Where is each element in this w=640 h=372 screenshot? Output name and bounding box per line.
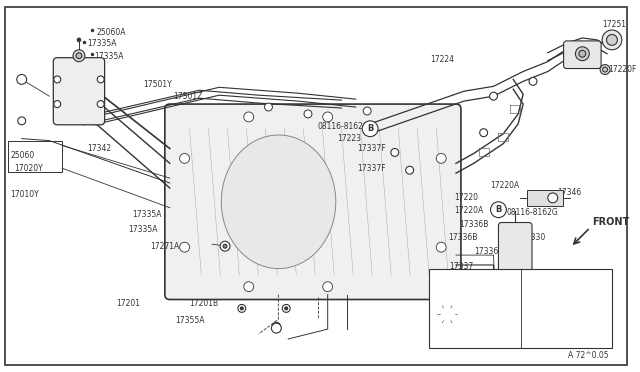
Circle shape xyxy=(77,38,81,42)
Text: 17501Y: 17501Y xyxy=(143,80,172,89)
Text: 17322: 17322 xyxy=(484,294,508,303)
Circle shape xyxy=(579,50,586,57)
Circle shape xyxy=(223,244,227,248)
FancyBboxPatch shape xyxy=(165,104,461,299)
Bar xyxy=(8,141,62,172)
Text: 17201B: 17201B xyxy=(189,299,219,308)
Text: 17336B: 17336B xyxy=(474,247,503,256)
Text: 17271A: 17271A xyxy=(150,242,179,251)
Text: 17010Y: 17010Y xyxy=(10,190,38,199)
Text: B: B xyxy=(495,205,502,214)
Circle shape xyxy=(436,153,446,163)
Text: 17336B: 17336B xyxy=(462,276,492,285)
Text: 17220A: 17220A xyxy=(490,180,520,189)
Circle shape xyxy=(406,166,413,174)
Text: 17020Y: 17020Y xyxy=(14,164,43,173)
Circle shape xyxy=(535,311,541,317)
Text: (FROM MAY,'87): (FROM MAY,'87) xyxy=(437,279,493,286)
Text: 17220: 17220 xyxy=(454,193,478,202)
Text: 17335A: 17335A xyxy=(132,210,162,219)
Text: 17335A: 17335A xyxy=(128,225,158,234)
Text: B: B xyxy=(367,124,373,133)
Circle shape xyxy=(180,242,189,252)
Circle shape xyxy=(273,322,280,330)
FancyBboxPatch shape xyxy=(53,58,104,125)
Circle shape xyxy=(17,74,27,84)
FancyBboxPatch shape xyxy=(499,222,532,272)
Circle shape xyxy=(490,202,506,218)
Text: 08116-8162G: 08116-8162G xyxy=(318,122,369,131)
Circle shape xyxy=(220,241,230,251)
Text: 17223: 17223 xyxy=(337,134,362,143)
Circle shape xyxy=(548,193,557,203)
Circle shape xyxy=(76,53,82,59)
Circle shape xyxy=(603,67,607,72)
Circle shape xyxy=(436,242,446,252)
Circle shape xyxy=(244,282,253,292)
Text: 17220F: 17220F xyxy=(608,65,636,74)
Circle shape xyxy=(575,47,589,61)
Circle shape xyxy=(241,307,243,310)
Text: 17224: 17224 xyxy=(430,55,454,64)
Circle shape xyxy=(54,76,61,83)
Circle shape xyxy=(54,100,61,108)
Text: 17346: 17346 xyxy=(557,188,582,198)
Text: 25060A: 25060A xyxy=(97,28,126,36)
Circle shape xyxy=(304,110,312,118)
Circle shape xyxy=(275,325,278,328)
Circle shape xyxy=(529,77,537,85)
Circle shape xyxy=(180,153,189,163)
Text: 17342: 17342 xyxy=(87,144,111,153)
Circle shape xyxy=(271,323,282,333)
Text: 17337F: 17337F xyxy=(357,144,386,153)
Circle shape xyxy=(244,112,253,122)
Circle shape xyxy=(600,65,610,74)
Circle shape xyxy=(490,92,497,100)
Text: 17201: 17201 xyxy=(116,299,140,308)
Text: 17220A: 17220A xyxy=(454,206,483,215)
Circle shape xyxy=(602,30,622,50)
Circle shape xyxy=(531,307,545,321)
Circle shape xyxy=(264,103,273,111)
Circle shape xyxy=(607,35,618,45)
Text: A 72^0.05: A 72^0.05 xyxy=(568,351,608,360)
Circle shape xyxy=(440,307,454,321)
Ellipse shape xyxy=(221,135,336,269)
Text: (UP TO MAY,'87): (UP TO MAY,'87) xyxy=(526,279,582,286)
Circle shape xyxy=(285,307,288,310)
Text: 17330: 17330 xyxy=(521,233,545,242)
Text: 17251: 17251 xyxy=(602,20,626,29)
Text: 17501Z: 17501Z xyxy=(173,92,202,101)
Circle shape xyxy=(73,50,85,62)
Text: 17391: 17391 xyxy=(573,311,595,317)
Text: 17335A: 17335A xyxy=(94,52,124,61)
Text: 17336B: 17336B xyxy=(448,233,477,242)
Text: FRONT: FRONT xyxy=(592,217,630,227)
Circle shape xyxy=(362,121,378,137)
Circle shape xyxy=(18,117,26,125)
Circle shape xyxy=(391,148,399,156)
Text: 08116-8162G: 08116-8162G xyxy=(506,208,558,217)
Text: 17335A: 17335A xyxy=(87,39,116,48)
Circle shape xyxy=(364,107,371,115)
Bar xyxy=(429,269,612,348)
Bar xyxy=(527,190,563,206)
Circle shape xyxy=(238,304,246,312)
Circle shape xyxy=(323,112,333,122)
Circle shape xyxy=(97,76,104,83)
Text: 17336B: 17336B xyxy=(486,314,515,323)
Text: 17326B: 17326B xyxy=(442,314,472,323)
Text: 25060: 25060 xyxy=(11,151,35,160)
Circle shape xyxy=(323,282,333,292)
Circle shape xyxy=(444,311,451,318)
Circle shape xyxy=(480,129,488,137)
Text: 17336B: 17336B xyxy=(459,220,488,229)
Circle shape xyxy=(282,304,290,312)
Text: 17337F: 17337F xyxy=(357,164,386,173)
FancyBboxPatch shape xyxy=(564,41,601,68)
Text: 17355A: 17355A xyxy=(176,316,205,325)
Circle shape xyxy=(97,100,104,108)
Text: 17337: 17337 xyxy=(449,262,474,272)
Text: 17391: 17391 xyxy=(482,311,504,317)
